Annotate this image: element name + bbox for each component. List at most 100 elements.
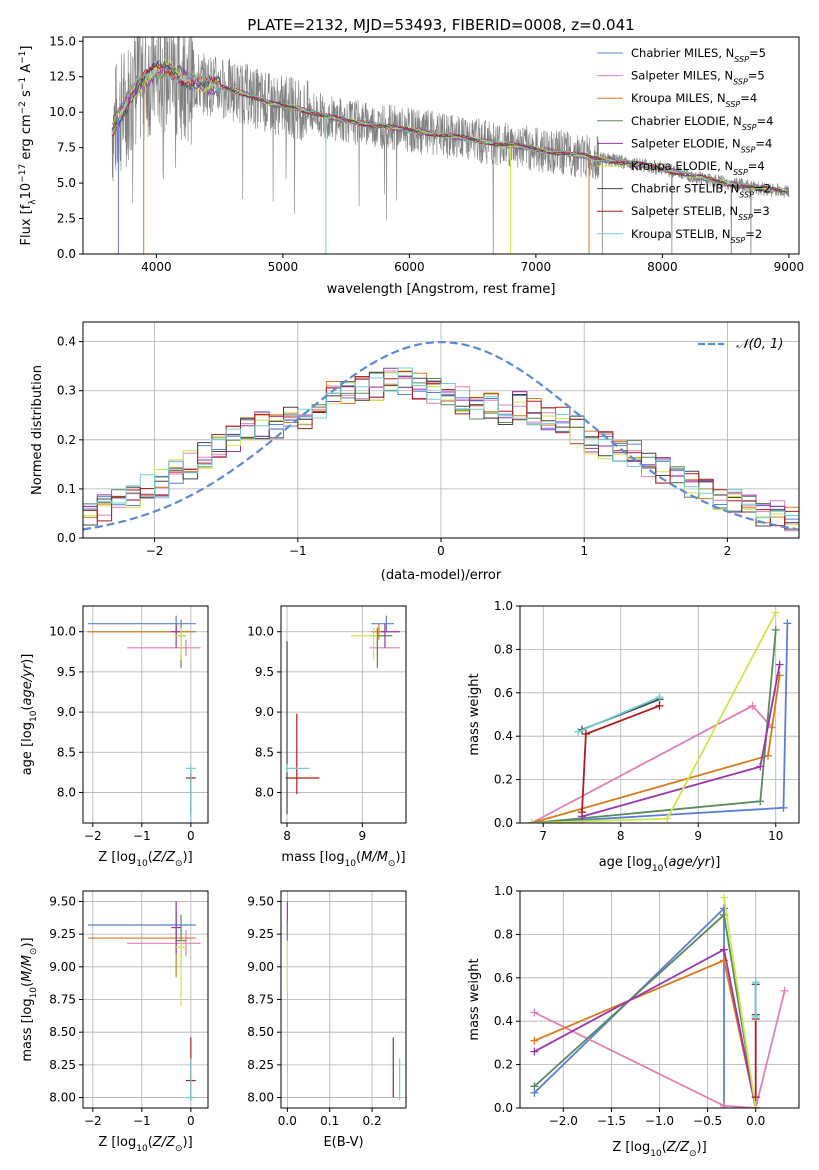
marker-chabrier-miles [779, 803, 788, 812]
x-axis-label: Z [log10(Z/Z⊙)] [612, 1140, 706, 1159]
y-tick-label: 0.8 [494, 927, 513, 941]
normal-curve [83, 341, 797, 531]
y-tick-label: 12.5 [49, 70, 76, 84]
x-tick-label: 0 [187, 1114, 195, 1128]
series-kroupa-elodie [723, 897, 757, 1108]
marker-chabrier-elodie [756, 797, 765, 806]
legend-entry: Kroupa ELODIE, NSSP=4 [631, 159, 765, 177]
x-tick-label: −1.5 [597, 1114, 626, 1128]
axes-frame [82, 36, 800, 255]
marker-salpeter-elodie [530, 1047, 539, 1056]
x-tick-label: 8 [283, 829, 291, 843]
marker-chabrier-miles [783, 619, 792, 628]
marker-chabrier-elodie [530, 1082, 539, 1091]
axes-frame [280, 890, 407, 1109]
legend-entry: Salpeter ELODIE, NSSP=4 [631, 136, 772, 154]
x-tick-label: 9 [359, 829, 367, 843]
y-axis-label: Flux [fλ10−17 erg cm−2 s−1 A−1] [18, 46, 38, 246]
x-tick-label: 0 [437, 544, 445, 558]
legend-entry: Salpeter STELIB, NSSP=3 [631, 204, 770, 222]
y-tick-label: 0.4 [57, 335, 76, 349]
y-tick-label: 9.0 [57, 705, 76, 719]
y-tick-label: 9.00 [49, 960, 76, 974]
spectrum-chart: 4000 5000 6000 7000 8000 9000 0.0 2.5 5.0 7.5 10.0… [18, 34, 805, 297]
axes-frame [519, 605, 800, 824]
x-tick-label: 7000 [521, 260, 552, 274]
marker-salpeter-miles [719, 1101, 728, 1108]
y-tick-label: 9.25 [49, 927, 76, 941]
residual-histogram: −2 −1 0 1 2 0.0 0.1 0.2 0.3 0.4 (data-model)/error… [30, 321, 800, 583]
x-axis-label: E(B-V) [323, 1135, 363, 1150]
marker-kroupa-stelib [751, 978, 760, 987]
y-tick-label: 8.5 [57, 745, 76, 759]
x-axis-label: wavelength [Angstrom, rest frame] [327, 282, 556, 297]
marker-kroupa-elodie [719, 893, 728, 902]
y-tick-label: 10.0 [49, 625, 76, 639]
y-tick-label: 8.50 [49, 1025, 76, 1039]
marker-kroupa-stelib [751, 1012, 760, 1021]
legend-entry: Salpeter MILES, NSSP=5 [631, 69, 765, 87]
y-tick-label: 8.75 [49, 993, 76, 1007]
x-tick-label: 9000 [774, 260, 805, 274]
y-tick-label: 1.0 [494, 884, 513, 898]
y-tick-label: 8.25 [247, 1058, 274, 1072]
x-tick-label: 5000 [268, 260, 299, 274]
x-tick-label: 6000 [394, 260, 425, 274]
y-tick-label: 0.6 [494, 971, 513, 985]
marker-salpeter-stelib [655, 701, 664, 710]
y-tick-label: 9.25 [247, 927, 274, 941]
histogram-kroupa-stelib [83, 367, 799, 519]
y-tick-label: 8.0 [57, 785, 76, 799]
y-tick-label: 7.5 [57, 141, 76, 155]
marker-salpeter-miles [748, 701, 757, 710]
age-vs-Z-chart: −2 −1 0 8.0 8.5 9.0 9.5 10.0 Z [log10(Z/Z⊙)] age … [20, 605, 209, 869]
weight-vs-age-chart: 7 8 9 10 0.0 0.2 0.4 0.6 0.8 1.0 age [log10(age/yr… [467, 599, 800, 874]
legend: Chabrier MILES, NSSP=5 Salpeter MILES, NS… [597, 46, 773, 244]
marker-salpeter-stelib [581, 730, 590, 739]
model-spectrum-chabrier-stelib [111, 59, 789, 194]
x-tick-label: 9 [694, 829, 702, 843]
y-tick-label: 0.8 [494, 642, 513, 656]
x-tick-label: 0.0 [278, 1114, 297, 1128]
x-tick-label: −2.0 [549, 1114, 578, 1128]
x-tick-label: 8000 [647, 260, 678, 274]
axes-frame [82, 605, 209, 824]
x-tick-label: 2 [724, 544, 732, 558]
y-tick-label: 9.0 [255, 705, 274, 719]
model-spectrum-kroupa-stelib [112, 70, 789, 195]
y-tick-label: 5.0 [57, 176, 76, 190]
y-axis-label: mass weight [467, 673, 482, 755]
y-tick-label: 0.6 [494, 686, 513, 700]
y-tick-label: 0.4 [494, 729, 513, 743]
series-salpeter-miles [534, 990, 786, 1108]
mass-vs-Z-chart: −2 −1 0 8.00 8.25 8.50 8.75 9.00 9.25 9.50 Z [log1… [20, 890, 209, 1154]
x-tick-label: −1 [133, 1114, 151, 1128]
x-axis-label: age [log10(age/yr)] [599, 855, 721, 874]
y-tick-label: 9.50 [247, 894, 274, 908]
x-tick-label: −0.5 [693, 1114, 722, 1128]
y-tick-label: 0.3 [57, 384, 76, 398]
series-kroupa-stelib [577, 696, 660, 733]
marker-kroupa-elodie [771, 608, 780, 617]
y-tick-label: 0.0 [57, 247, 76, 261]
legend-entry: Chabrier STELIB, NSSP=2 [631, 182, 771, 200]
y-tick-label: 2.5 [57, 212, 76, 226]
axes-frame [82, 890, 209, 1109]
y-tick-label: 8.25 [49, 1058, 76, 1072]
x-tick-label: −1.0 [645, 1114, 674, 1128]
x-tick-label: 1 [580, 544, 588, 558]
y-tick-label: 8.50 [247, 1025, 274, 1039]
legend-entry: 𝒩(0, 1) [736, 337, 783, 352]
y-tick-label: 0.0 [57, 531, 76, 545]
y-axis-label: Normed distribution [30, 365, 45, 495]
marker-salpeter-elodie [719, 945, 728, 954]
y-axis-label: mass [log10(M/M⊙)] [20, 937, 39, 1061]
y-tick-label: 0.0 [494, 1101, 513, 1115]
x-tick-label: 0.1 [320, 1114, 339, 1128]
y-tick-label: 8.5 [255, 745, 274, 759]
y-tick-label: 9.5 [255, 665, 274, 679]
marker-kroupa-stelib [574, 727, 583, 736]
y-tick-label: 0.2 [494, 1058, 513, 1072]
figure-title: PLATE=2132, MJD=53493, FIBERID=0008, z=0… [247, 16, 634, 34]
model-spectrum-salpeter-stelib [111, 63, 789, 195]
